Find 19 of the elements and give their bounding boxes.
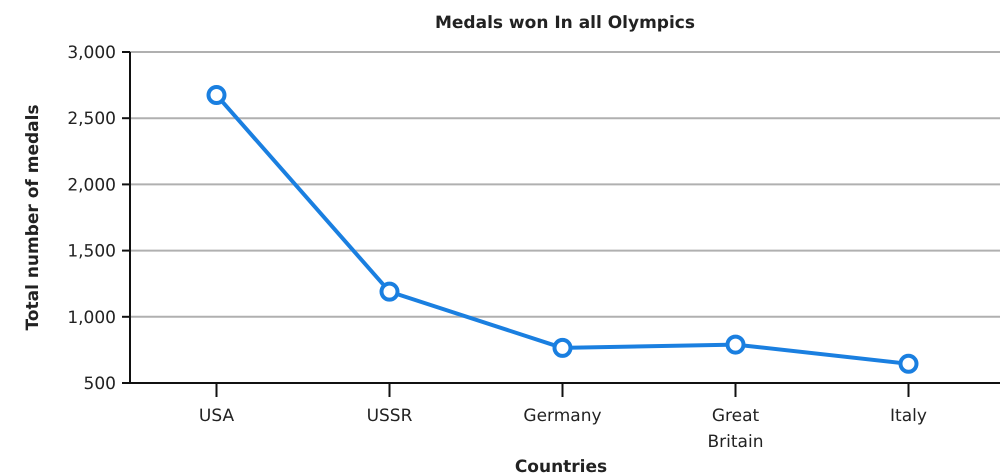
y-tick-label: 1,000 (67, 308, 116, 328)
y-tick-label: 2,000 (67, 175, 116, 196)
y-tick-label: 500 (84, 374, 116, 394)
x-tick-label: USSR (366, 406, 413, 426)
y-tick-label: 1,500 (67, 242, 116, 262)
x-axis-title: Countries (514, 457, 608, 476)
chart-title: Medals won In all Olympics (434, 13, 696, 33)
point (898, 354, 918, 374)
point (380, 282, 400, 302)
point (552, 338, 572, 358)
y-tick-label: 2,500 (67, 109, 116, 130)
y-axis-title: Total number of medals (23, 104, 43, 331)
y-tick-label: 3,000 (67, 42, 116, 63)
point (726, 334, 746, 355)
x-tick-label: Great Britain (708, 406, 764, 452)
x-tick-label: Italy (890, 406, 927, 426)
point (206, 85, 226, 106)
x-tick-label: USA (198, 406, 234, 426)
x-tick-label: Germany (523, 406, 602, 426)
